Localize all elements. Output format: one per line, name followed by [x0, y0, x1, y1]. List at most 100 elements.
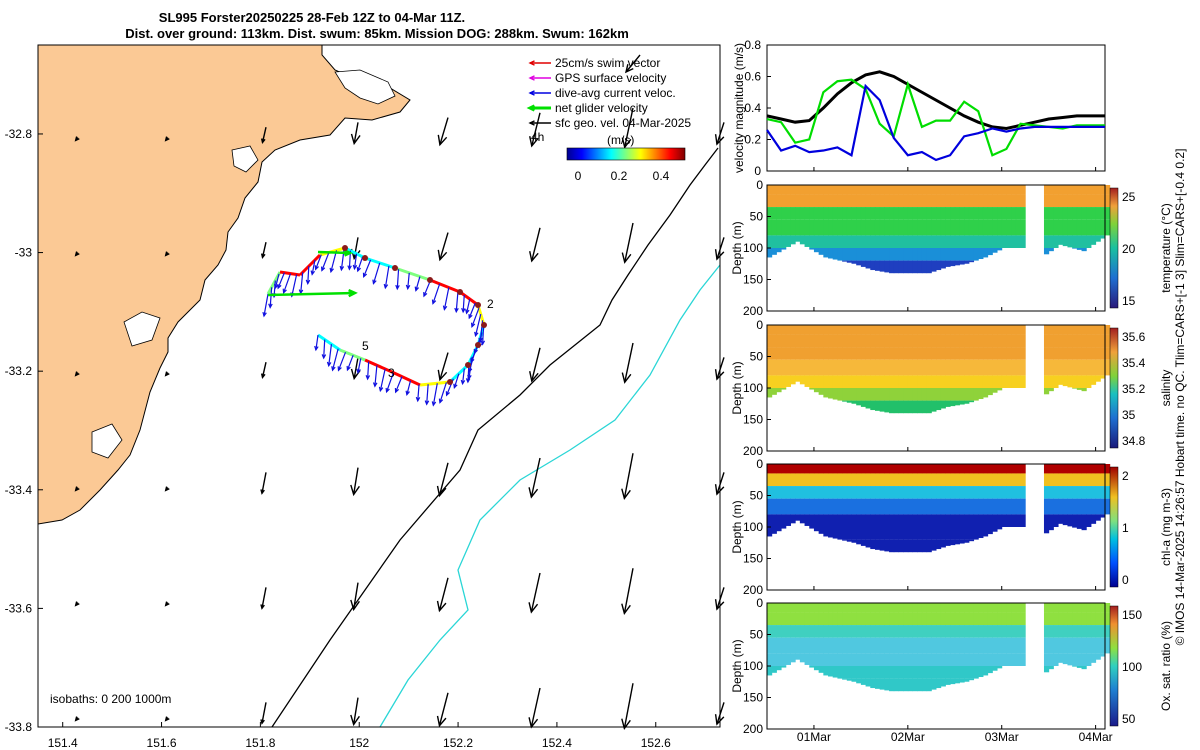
section-cell [860, 473, 867, 487]
section-cell [785, 514, 791, 526]
section-cell [1086, 235, 1092, 248]
section-cell [931, 207, 937, 220]
section-cell [954, 539, 960, 545]
annotation-5: 5 [362, 339, 369, 353]
section-cell [968, 498, 975, 515]
section-cell [851, 260, 857, 264]
section-cell [771, 498, 777, 515]
section-cell [1076, 388, 1083, 390]
section-cell [842, 375, 848, 388]
section-cell [931, 219, 937, 236]
section-cell [1095, 347, 1101, 360]
colorbar-tick-label: 35.6 [1122, 330, 1146, 344]
current-arrow-head [465, 309, 470, 315]
section-cell [804, 207, 810, 220]
section-cell [945, 334, 951, 348]
section-cell [1048, 637, 1054, 654]
current-arrow-head [468, 313, 473, 320]
section-cell [767, 612, 773, 626]
section-cell [790, 498, 796, 515]
section-cell [936, 219, 942, 236]
section-cell [997, 653, 1003, 666]
section-cell [1020, 486, 1026, 499]
velocity-series-black [766, 70, 1105, 130]
section-cell [968, 260, 975, 263]
section-cell [987, 612, 993, 626]
section-cell [1095, 637, 1101, 654]
section-cell [950, 260, 956, 267]
section-cell [1095, 375, 1101, 382]
velocity-series-blue [766, 83, 1105, 162]
current-arrow-head [274, 283, 279, 290]
section-cell [893, 612, 899, 626]
section-cell [767, 666, 773, 676]
section-cell [1001, 498, 1007, 515]
current-arrow [431, 283, 441, 305]
colorbar-tick-label: 1 [1122, 521, 1129, 535]
section-cell [898, 400, 904, 414]
geo-arrow [164, 601, 170, 607]
section-cell [1011, 207, 1017, 220]
section-cell [1086, 185, 1092, 195]
section-cell [1043, 325, 1050, 335]
section-cell [917, 219, 923, 236]
section-cell [954, 194, 960, 208]
legend-swatch [528, 60, 551, 66]
depth-tick-label: 150 [743, 413, 763, 427]
section-cell [1043, 527, 1050, 534]
section-cell [1072, 612, 1078, 626]
section-cell [936, 207, 942, 220]
section-cell [846, 625, 852, 638]
section-cell [1011, 653, 1017, 666]
section-cell [842, 248, 848, 261]
section-cell [982, 473, 989, 487]
current-arrow-shaft [455, 291, 459, 312]
section-cell [964, 219, 970, 236]
section-cell [889, 539, 895, 553]
section-cell [1062, 194, 1068, 208]
section-cell [926, 248, 932, 261]
section-cell [781, 235, 787, 248]
section-cell [959, 637, 965, 654]
current-arrow [362, 259, 372, 279]
colorbar-label: Ox. sat. ratio (%) [1159, 621, 1173, 711]
section-cell [1048, 207, 1054, 220]
section-cell [940, 486, 946, 499]
geo-arrow-shaft [353, 237, 359, 259]
section-cell [1067, 359, 1073, 376]
section-cell [954, 219, 960, 236]
section-cell [978, 359, 984, 376]
time-tick-label: 03Mar [985, 730, 1019, 744]
section-cell [907, 666, 914, 679]
geo-arrow [164, 136, 170, 142]
section-cell [828, 207, 834, 220]
section-cell [870, 248, 876, 261]
section-cell [1020, 653, 1026, 666]
section-cell [1053, 486, 1059, 499]
section-cell [973, 603, 979, 613]
section-cell [804, 194, 810, 208]
section-cell [945, 464, 951, 474]
section-cell [860, 527, 867, 540]
current-arrow-head [310, 270, 316, 276]
section-cell [776, 527, 782, 532]
current-arrow-shaft [269, 287, 273, 308]
section-cell [903, 539, 909, 553]
section-cell [893, 347, 899, 360]
section-cell [842, 359, 848, 376]
section-cell [776, 603, 782, 613]
section-cell [828, 334, 834, 348]
section-cell [856, 207, 862, 220]
section-cell [964, 653, 970, 666]
section-cell [1100, 235, 1106, 239]
map-x-tick-label: 152.6 [641, 736, 671, 750]
section-cell [1105, 464, 1111, 474]
section-cell [964, 637, 970, 654]
section-cell [973, 486, 979, 499]
section-cell [1006, 334, 1012, 348]
section-cell [776, 219, 782, 236]
section-cell [926, 514, 932, 527]
section-cell [842, 498, 848, 515]
section-cell [771, 464, 777, 474]
section-cell [926, 400, 932, 414]
